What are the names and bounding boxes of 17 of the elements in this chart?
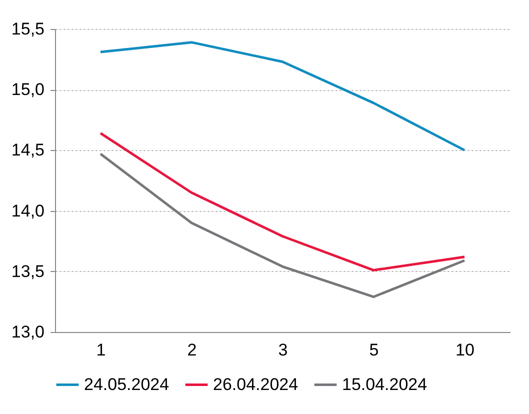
legend-label: 24.05.2024	[84, 374, 170, 394]
y-tick-label: 13,5	[11, 262, 44, 281]
line-series	[99, 132, 466, 272]
x-tick-label: 1	[96, 340, 106, 360]
legend-label: 15.04.2024	[342, 374, 428, 394]
y-tick-label: 14,5	[11, 140, 44, 160]
y-tick-label: 15,5	[11, 20, 44, 38]
y-tick-label: 15,0	[11, 80, 44, 100]
legend-label: 26.04.2024	[213, 374, 298, 394]
x-tick-label: 10	[456, 340, 474, 360]
line-series	[99, 41, 466, 152]
x-tick-label: 5	[369, 340, 379, 360]
x-tick-label: 2	[187, 340, 197, 360]
y-tick-label: 13,0	[11, 322, 44, 342]
y-tick-label: 14,0	[11, 201, 44, 220]
line-series	[99, 152, 466, 298]
x-tick-label: 3	[278, 340, 288, 360]
